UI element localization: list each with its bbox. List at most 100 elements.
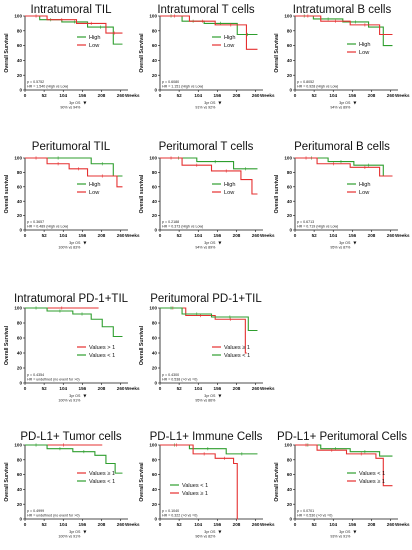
x-tick-label: 104 (329, 93, 337, 98)
km-curve-low (160, 15, 258, 50)
y-tick-label: 60 (152, 184, 158, 189)
stat-text: HR = 0.373 (High vs Low) (162, 225, 203, 229)
y-tick-label: 80 (287, 170, 293, 175)
stat-text: p = 0.6080 (162, 80, 179, 84)
legend-label: Values < 1 (89, 479, 115, 485)
y-tick-label: 60 (17, 472, 23, 477)
os-values: 93% vs 91% (330, 535, 351, 539)
x-tick-label: 208 (233, 522, 241, 527)
y-tick-label: 100 (149, 443, 157, 448)
legend-label: High (224, 182, 236, 188)
os-label: 3yr OS (69, 101, 81, 105)
km-curve-low (25, 157, 123, 188)
y-tick-label: 20 (287, 502, 293, 507)
y-tick-label: 100 (284, 443, 292, 448)
legend-label: High (359, 182, 371, 188)
km-curve-low (295, 15, 393, 36)
y-axis-label: Overall survival (4, 174, 10, 213)
y-tick-label: 100 (14, 306, 22, 311)
y-tick-label: 60 (287, 472, 293, 477)
x-tick-label: 260 (117, 233, 125, 238)
x-tick-label: 156 (214, 522, 222, 527)
stat-text: p = 0.2188 (162, 220, 179, 224)
y-tick-label: 60 (152, 43, 158, 48)
panel-title: Intratumoral B cells (293, 4, 392, 16)
y-tick-label: 20 (17, 213, 23, 218)
x-axis-label: Weeks (125, 386, 140, 391)
x-axis-label: Weeks (125, 93, 140, 98)
x-tick-label: 260 (387, 93, 395, 98)
os-arrow-icon (83, 101, 87, 105)
stat-text: HR = undefined (no event for >0) (27, 378, 80, 382)
os-arrow-icon (83, 241, 87, 245)
x-tick-label: 208 (233, 93, 241, 98)
os-arrow-icon (218, 530, 222, 534)
y-tick-label: 0 (19, 381, 22, 386)
y-tick-label: 20 (287, 73, 293, 78)
y-tick-label: 60 (17, 336, 23, 341)
stat-text: HR = 1.151 (High vs Low) (162, 85, 203, 89)
stat-text: p = 0.5752 (27, 80, 44, 84)
y-tick-label: 60 (17, 184, 23, 189)
y-axis-label: Overall Survival (139, 462, 145, 502)
km-panel-5: Peritumoral T cells Overall survival 0 20 40… (139, 141, 275, 250)
y-tick-label: 40 (152, 351, 158, 356)
stat-text: HR = 0.489 (High vs Low) (27, 225, 68, 229)
x-tick-label: 208 (368, 522, 376, 527)
os-arrow-icon (353, 530, 357, 534)
stat-text: p = 0.4300 (162, 373, 179, 377)
x-tick-label: 156 (349, 233, 357, 238)
x-axis-label: Weeks (260, 386, 275, 391)
y-tick-label: 60 (287, 184, 293, 189)
x-tick-label: 208 (233, 233, 241, 238)
os-label: 3yr OS (69, 530, 81, 534)
x-tick-label: 0 (159, 522, 162, 527)
x-tick-label: 156 (79, 386, 87, 391)
x-tick-label: 260 (117, 522, 125, 527)
legend-label: Values ≥ 1 (224, 345, 250, 351)
x-tick-label: 104 (194, 93, 202, 98)
os-label: 3yr OS (204, 530, 216, 534)
os-values: 91% vs 92% (195, 106, 216, 110)
stat-text: HR = 0.538 (>0 vs =0) (162, 378, 197, 382)
x-tick-label: 52 (177, 233, 183, 238)
panel-title: Peritumoral T cells (159, 141, 254, 153)
x-tick-label: 208 (98, 93, 106, 98)
legend-label: High (89, 182, 101, 188)
x-tick-label: 52 (312, 93, 318, 98)
legend-label: High (89, 35, 101, 41)
stat-text: p = 0.4354 (27, 373, 44, 377)
y-tick-label: 40 (152, 199, 158, 204)
y-tick-label: 80 (287, 457, 293, 462)
km-curve-low (160, 157, 258, 195)
y-tick-label: 80 (152, 28, 158, 33)
x-tick-label: 0 (159, 233, 162, 238)
y-tick-label: 60 (17, 43, 23, 48)
panel-title: PD-L1+ Peritumoral Cells (277, 431, 407, 443)
os-label: 3yr OS (204, 241, 216, 245)
legend-label: Low (89, 190, 100, 196)
os-label: 3yr OS (204, 394, 216, 398)
panel-title: Intratumoral PD-1+TIL (14, 293, 129, 305)
km-panel-11: PD-L1+ Peritumoral Cells Overall Survival… (274, 431, 410, 539)
y-tick-label: 0 (289, 517, 292, 522)
y-tick-label: 20 (152, 213, 158, 218)
x-tick-label: 52 (42, 233, 48, 238)
os-label: 3yr OS (69, 394, 81, 398)
panel-title: PD-L1+ Tumor cells (20, 431, 122, 443)
x-tick-label: 208 (98, 522, 106, 527)
stat-text: p = 0.3657 (27, 220, 44, 224)
x-tick-label: 104 (329, 522, 337, 527)
km-curve-values-1 (160, 307, 258, 332)
x-tick-label: 208 (368, 93, 376, 98)
x-tick-label: 0 (294, 233, 297, 238)
x-tick-label: 52 (42, 522, 48, 527)
y-tick-label: 60 (152, 472, 158, 477)
stat-text: HR = 0.928 (High vs Low) (297, 85, 338, 89)
y-tick-label: 40 (287, 199, 293, 204)
y-tick-label: 40 (17, 199, 23, 204)
y-axis-label: Overall survival (274, 174, 280, 213)
panel-title: Peritumoral B cells (294, 141, 390, 153)
x-tick-label: 0 (294, 522, 297, 527)
